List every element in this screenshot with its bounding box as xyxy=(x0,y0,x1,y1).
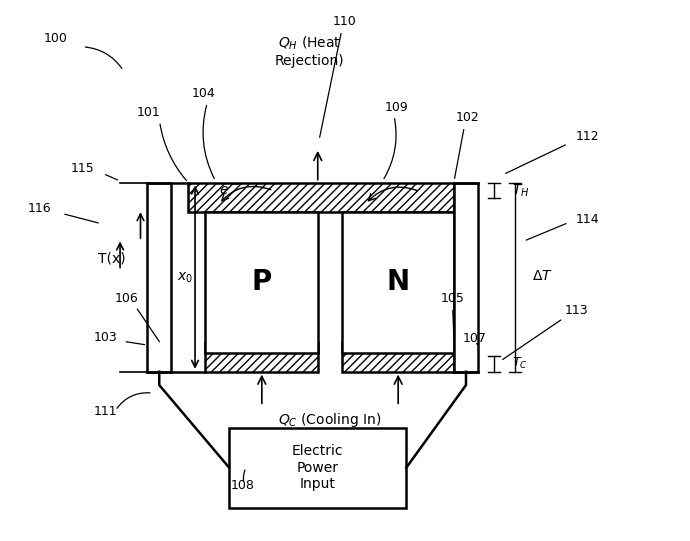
Text: Electric
Power
Input: Electric Power Input xyxy=(292,444,344,491)
Text: 110: 110 xyxy=(333,16,357,29)
Text: P: P xyxy=(251,268,272,296)
Text: 102: 102 xyxy=(456,111,480,124)
Bar xyxy=(205,212,317,353)
Text: $\Delta T$: $\Delta T$ xyxy=(533,269,553,283)
Text: 107: 107 xyxy=(462,332,486,345)
Text: 111: 111 xyxy=(93,405,117,418)
Bar xyxy=(342,342,454,372)
Text: 116: 116 xyxy=(28,202,52,215)
Text: $T_C$: $T_C$ xyxy=(512,356,528,371)
Bar xyxy=(454,183,478,372)
Text: 100: 100 xyxy=(43,32,67,45)
Bar xyxy=(342,212,454,353)
Text: 105: 105 xyxy=(441,293,464,306)
Text: 109: 109 xyxy=(384,101,408,114)
Text: 113: 113 xyxy=(565,304,589,317)
Bar xyxy=(229,427,406,507)
Text: $Q_H$ (Heat
Rejection): $Q_H$ (Heat Rejection) xyxy=(275,35,344,68)
Text: 112: 112 xyxy=(575,130,599,143)
Text: 114: 114 xyxy=(575,213,599,226)
Text: 101: 101 xyxy=(137,106,161,119)
Text: 103: 103 xyxy=(93,331,117,344)
Text: N: N xyxy=(386,268,409,296)
Text: 115: 115 xyxy=(70,162,95,175)
Text: $Q_C$ (Cooling In): $Q_C$ (Cooling In) xyxy=(278,411,382,428)
Bar xyxy=(188,183,454,212)
Text: $T_H$: $T_H$ xyxy=(512,182,529,199)
Bar xyxy=(205,342,317,372)
Text: 108: 108 xyxy=(231,479,255,492)
Text: 104: 104 xyxy=(191,88,215,101)
Text: T(x): T(x) xyxy=(98,252,126,266)
Text: $x_0$: $x_0$ xyxy=(177,270,193,285)
Bar xyxy=(148,183,171,372)
Text: $e^-$: $e^-$ xyxy=(219,183,239,197)
Text: 106: 106 xyxy=(115,293,139,306)
